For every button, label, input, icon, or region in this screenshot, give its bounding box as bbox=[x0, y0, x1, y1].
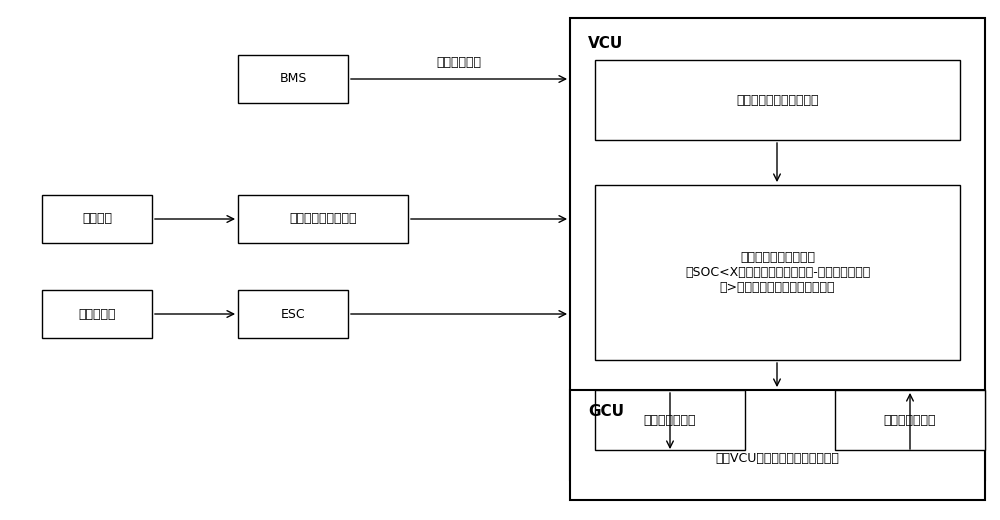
Text: 发动机启动条件判断：
当SOC<X，且电池最大放电功率-驱动电机需求功
率>启动机需求功率，启动发动机: 发动机启动条件判断： 当SOC<X，且电池最大放电功率-驱动电机需求功 率>启动… bbox=[685, 251, 870, 294]
Bar bbox=[42, 290, 152, 338]
Text: 发动机启动指令: 发动机启动指令 bbox=[644, 413, 696, 426]
Bar bbox=[238, 195, 408, 243]
Text: BMS: BMS bbox=[279, 72, 307, 85]
Text: 加速踏板开度传感器: 加速踏板开度传感器 bbox=[289, 213, 357, 226]
Text: GCU: GCU bbox=[588, 404, 624, 419]
Text: 启动机需求功率: 启动机需求功率 bbox=[884, 413, 936, 426]
Bar bbox=[238, 290, 348, 338]
Bar bbox=[835, 390, 985, 450]
Bar bbox=[570, 390, 985, 500]
Text: 执行VCU发送的指令启动发动机：: 执行VCU发送的指令启动发动机： bbox=[716, 452, 839, 465]
Bar bbox=[42, 195, 152, 243]
Text: 最大放电功率: 最大放电功率 bbox=[436, 56, 482, 69]
Text: 轮速传感器: 轮速传感器 bbox=[78, 307, 116, 320]
Bar bbox=[238, 55, 348, 103]
Text: ESC: ESC bbox=[281, 307, 305, 320]
Text: 计算驱动电机需求扭矩：: 计算驱动电机需求扭矩： bbox=[736, 94, 819, 107]
Bar bbox=[595, 390, 745, 450]
Bar bbox=[570, 18, 985, 480]
Text: 加速踏板: 加速踏板 bbox=[82, 213, 112, 226]
Text: VCU: VCU bbox=[588, 36, 623, 51]
Bar bbox=[595, 185, 960, 360]
Bar bbox=[595, 60, 960, 140]
